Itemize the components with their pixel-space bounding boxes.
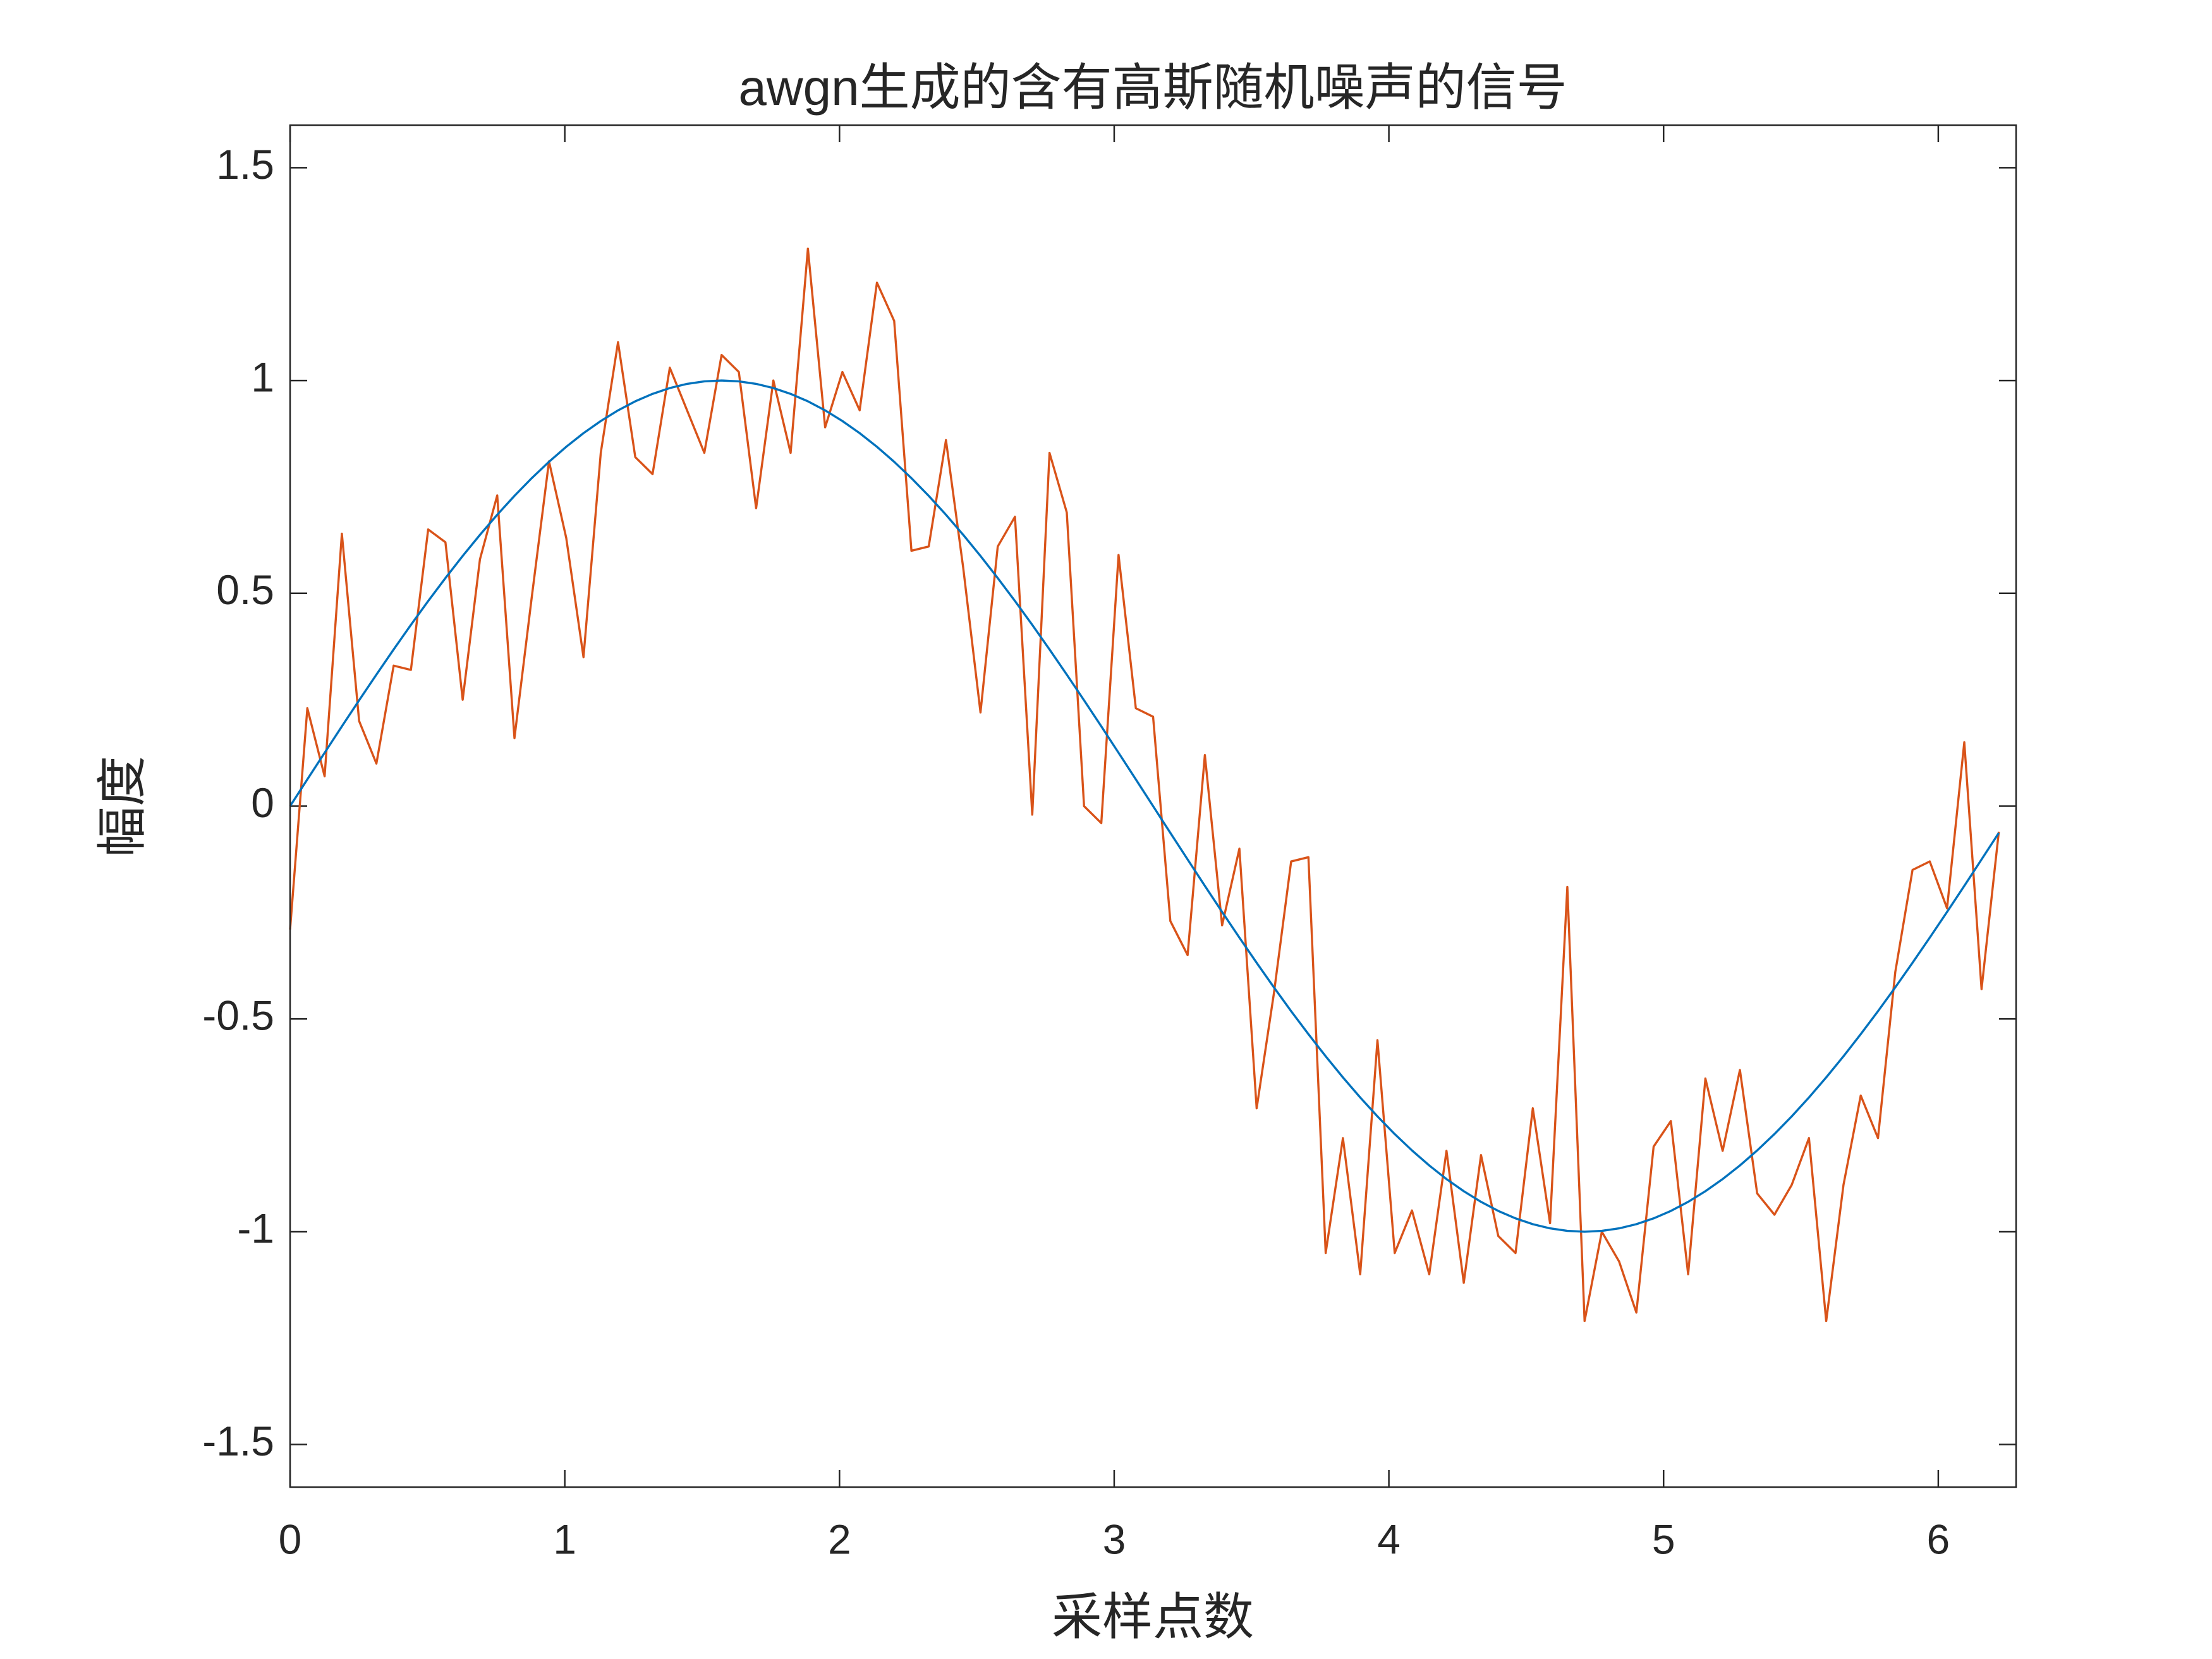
y-tick-label: 0 — [251, 779, 274, 826]
x-axis-label: 采样点数 — [1052, 1589, 1254, 1645]
data-line — [289, 247, 2000, 1323]
x-tick-label: 5 — [1652, 1516, 1675, 1562]
x-tick-label: 0 — [279, 1516, 302, 1562]
x-tick-label: 2 — [828, 1516, 851, 1562]
data-line — [289, 379, 2000, 1233]
y-tick-label: -0.5 — [202, 992, 274, 1039]
chart-title: awgn生成的含有高斯随机噪声的信号 — [738, 59, 1567, 116]
y-tick-label: 1.5 — [216, 141, 274, 188]
x-tick-label: 4 — [1377, 1516, 1401, 1562]
y-axis-label: 幅度 — [94, 756, 150, 857]
axes-box — [289, 124, 2017, 1488]
y-tick-label: 0.5 — [216, 566, 274, 613]
y-tick-label: -1 — [237, 1205, 274, 1251]
x-tick-label: 3 — [1103, 1516, 1126, 1562]
x-tick-label: 1 — [553, 1516, 576, 1562]
x-tick-label: 6 — [1927, 1516, 1950, 1562]
y-tick-label: 1 — [251, 354, 274, 401]
y-tick-label: -1.5 — [202, 1418, 274, 1464]
